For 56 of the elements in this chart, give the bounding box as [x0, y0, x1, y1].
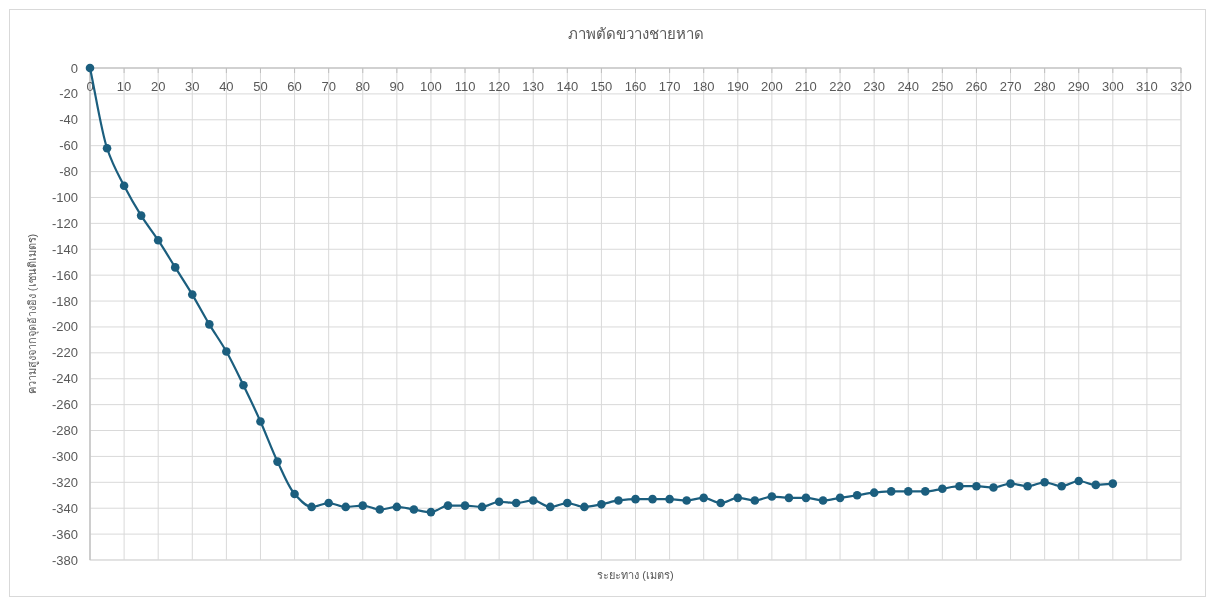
y-tick-label: -40	[59, 112, 78, 128]
x-tick-label: 70	[321, 79, 336, 94]
y-tick-label: -140	[51, 241, 78, 257]
x-tick-label: 40	[219, 79, 234, 94]
x-tick-label: 230	[863, 79, 886, 94]
x-tick-label: 250	[931, 79, 954, 94]
y-tick-label: -300	[51, 448, 78, 464]
y-axis-title: ความสูงจากจุดอ้างอิง (เซนติเมตร)	[26, 233, 39, 395]
x-tick-label: 190	[726, 79, 749, 94]
y-tick-label: -20	[59, 86, 78, 102]
chart-title: ภาพตัดขวางชายหาด	[567, 25, 704, 42]
x-tick-label: 180	[692, 79, 715, 94]
y-tick-label: -260	[51, 397, 78, 413]
x-tick-label: 160	[624, 79, 647, 94]
x-tick-label: 50	[253, 79, 268, 94]
y-tick-label: -160	[51, 267, 78, 283]
x-tick-label: 140	[556, 79, 579, 94]
x-tick-label: 150	[590, 79, 613, 94]
x-tick-label: 210	[795, 79, 817, 94]
y-tick-label: -280	[51, 423, 78, 439]
x-tick-label: 0	[86, 79, 94, 94]
y-tick-label: -220	[51, 345, 78, 361]
x-tick-label: 280	[1033, 79, 1056, 94]
y-tick-label: -180	[51, 293, 78, 309]
x-tick-label: 320	[1170, 79, 1192, 94]
y-tick-label: -120	[51, 215, 78, 231]
y-tick-label: -100	[51, 189, 78, 205]
y-tick-label: -200	[51, 319, 78, 335]
x-tick-label: 30	[185, 79, 200, 94]
y-tick-label: -340	[51, 500, 78, 516]
x-tick-label: 90	[389, 79, 405, 94]
x-tick-label: 300	[1101, 79, 1124, 94]
x-tick-label: 20	[150, 79, 166, 94]
x-tick-label: 260	[965, 79, 988, 94]
x-tick-label: 130	[522, 79, 545, 94]
x-tick-label: 310	[1136, 79, 1158, 94]
x-tick-label: 100	[420, 79, 442, 94]
x-tick-label: 170	[658, 79, 681, 94]
y-tick-label: -360	[51, 526, 78, 542]
x-tick-label: 110	[454, 79, 476, 94]
x-axis-title: ระยะทาง (เมตร)	[597, 569, 674, 581]
y-tick-label: -80	[59, 164, 78, 180]
y-tick-label: -320	[51, 474, 78, 490]
x-tick-label: 220	[829, 79, 851, 94]
x-tick-label: 10	[116, 79, 132, 94]
x-tick-label: 80	[355, 79, 370, 94]
y-tick-label: 0	[70, 60, 78, 76]
y-tick-label: -60	[59, 138, 78, 154]
x-tick-label: 200	[761, 79, 783, 94]
x-tick-label: 270	[999, 79, 1022, 94]
x-tick-label: 290	[1067, 79, 1090, 94]
y-tick-label: -240	[51, 371, 78, 387]
x-tick-label: 240	[897, 79, 920, 94]
x-tick-label: 60	[287, 79, 302, 94]
x-tick-label: 120	[488, 79, 510, 94]
y-tick-label: -380	[51, 552, 78, 568]
